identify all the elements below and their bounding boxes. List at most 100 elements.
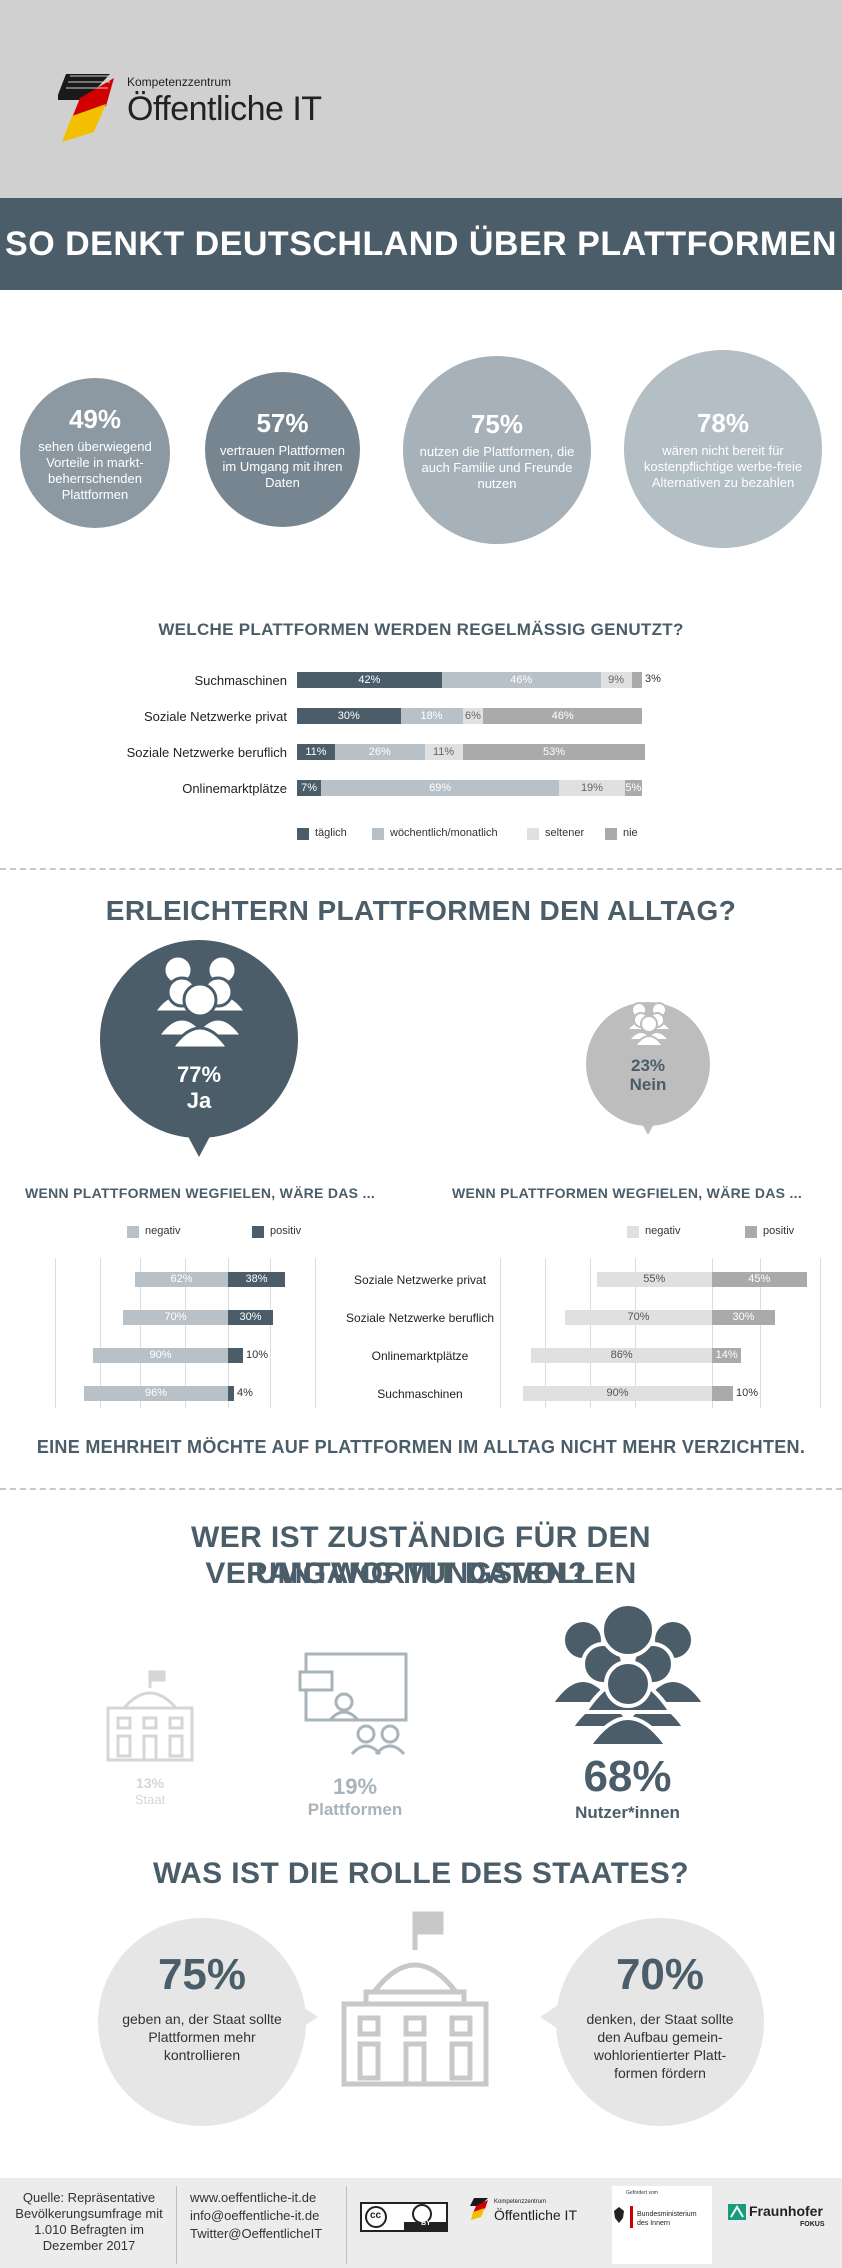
gridline xyxy=(500,1258,501,1408)
gridline xyxy=(140,1258,141,1408)
cc-by-label: BY xyxy=(421,2220,431,2227)
cc-text: cc xyxy=(370,2210,382,2221)
legend-swatch xyxy=(372,828,384,840)
no-pct: 23% xyxy=(630,1056,666,1075)
gridline xyxy=(315,1258,316,1408)
alltag-conclusion: EINE MEHRHEIT MÖCHTE AUF PLATTFORMEN IM … xyxy=(36,1437,806,1457)
yes-pct: 77% xyxy=(176,1062,222,1087)
legend-swatch xyxy=(127,1226,139,1238)
positiv-value-label: 4% xyxy=(237,1387,253,1399)
cc-license-icon xyxy=(360,2202,448,2232)
legend-label: negativ xyxy=(145,1225,181,1237)
flag-stripe xyxy=(630,2206,633,2228)
nutzer-pct: 68% xyxy=(583,1752,672,1801)
rolle-left-tail xyxy=(300,2005,318,2029)
yes-bubble-tail xyxy=(182,1125,216,1157)
header xyxy=(0,0,842,198)
logo-subtitle: Kompetenzzentrum xyxy=(127,75,232,89)
positiv-bar: 30% xyxy=(228,1310,273,1325)
stat-text: nutzen die Plattformen, die auch Familie… xyxy=(419,443,575,491)
gridline xyxy=(185,1258,186,1408)
usage-bar-segment: 30% xyxy=(297,708,401,724)
gridline xyxy=(820,1258,821,1408)
gridline xyxy=(545,1258,546,1408)
positiv-bar: 45% xyxy=(712,1272,807,1287)
stat-pct: 57% xyxy=(256,408,309,438)
stat-circle-3: 75% nutzen die Plattformen, die auch Fam… xyxy=(403,356,591,544)
logo-title: Öffentliche IT xyxy=(127,90,322,128)
usage-bar-segment xyxy=(631,672,642,688)
positiv-value-label: 10% xyxy=(246,1349,269,1361)
no-label: Nein xyxy=(629,1075,667,1094)
diverging-category-label: Soziale Netzwerke privat xyxy=(353,1273,487,1287)
usage-bar-segment: 6% xyxy=(462,708,484,724)
legend-label: positiv xyxy=(270,1225,302,1237)
legend-swatch xyxy=(297,828,309,840)
rolle-left-text: geben an, der Staat sollte Plattformen m… xyxy=(122,2011,282,2063)
rolle-left-bubble xyxy=(98,1918,306,2126)
nutzer-label: Nutzer*innen xyxy=(575,1803,680,1822)
fraunhofer-logo-icon xyxy=(728,2204,746,2220)
divider xyxy=(0,868,842,870)
legend-swatch xyxy=(527,828,539,840)
usage-bar-segment: 53% xyxy=(462,744,646,760)
stat-text: sehen überwiegend Vorteile in markt-behe… xyxy=(38,438,152,502)
government-building-icon xyxy=(341,1911,489,2087)
gridline xyxy=(712,1258,713,1408)
stat-pct: 78% xyxy=(696,407,750,438)
gridline xyxy=(100,1258,101,1408)
plattformen-label: Plattformen xyxy=(307,1800,403,1819)
alltag-title: ERLEICHTERN PLATTFORMEN DEN ALLTAG? xyxy=(105,895,737,926)
negativ-bar: 55% xyxy=(596,1272,712,1287)
rolle-right-bubble xyxy=(556,1918,764,2126)
legend-swatch xyxy=(605,828,617,840)
usage-bar-segment: 11% xyxy=(297,744,335,760)
website-link[interactable]: www.oeffentliche-it.de xyxy=(190,2190,317,2205)
usage-bar-row: 30% 18% 6% 46% xyxy=(297,708,642,724)
people-icon xyxy=(151,954,249,1050)
positiv-bar xyxy=(228,1348,243,1363)
positiv-bar xyxy=(712,1386,733,1401)
staat-pct: 13% xyxy=(135,1775,165,1791)
right-diverging-title: WENN PLATTFORMEN WEGFIELEN, WÄRE DAS ... xyxy=(452,1185,803,1201)
legend-label: nie xyxy=(623,827,638,839)
people-icon xyxy=(624,1002,674,1047)
platform-screen-icon xyxy=(298,1652,408,1756)
usage-bar-segment: 18% xyxy=(400,708,463,724)
diverging-category-label: Onlinemarktplätze xyxy=(371,1349,469,1363)
negativ-bar: 96% xyxy=(84,1386,228,1401)
positiv-bar: 30% xyxy=(712,1310,775,1325)
stat-text: vertrauen Plattformen im Umgang mit ihre… xyxy=(219,443,345,490)
email-link[interactable]: info@oeffentliche-it.de xyxy=(190,2208,320,2223)
usage-bar-segment: 19% xyxy=(559,780,625,796)
negativ-bar: 90% xyxy=(93,1348,228,1363)
negativ-bar: 70% xyxy=(565,1310,712,1325)
legend-swatch xyxy=(252,1226,264,1238)
usage-category-label: Suchmaschinen xyxy=(194,673,288,688)
plattformen-pct: 19% xyxy=(332,1774,378,1799)
usage-bar-row: 42% 46% 9% xyxy=(297,672,642,688)
legend-label: seltener xyxy=(545,827,585,839)
people-group-icon xyxy=(547,1602,709,1748)
footer-divider xyxy=(346,2186,347,2264)
legend-swatch xyxy=(627,1226,639,1238)
government-building-icon xyxy=(106,1670,194,1762)
logo-flag-icon xyxy=(58,74,114,142)
gridline xyxy=(590,1258,591,1408)
usage-bar-row: 11% 26% 11% 53% xyxy=(297,744,646,760)
logo-flag-icon xyxy=(470,2198,488,2220)
positiv-bar xyxy=(228,1386,234,1401)
stat-text: wären nicht bereit für kostenpflichtige … xyxy=(643,442,803,490)
negativ-bar: 90% xyxy=(523,1386,712,1401)
footer-logo-title: Öffentliche IT xyxy=(494,2207,578,2223)
usage-bar-segment: 69% xyxy=(321,780,560,796)
footer-logo-subtitle: Kompetenzzentrum xyxy=(494,2199,547,2205)
fraunhofer-unit: FOKUS xyxy=(800,2221,825,2228)
twitter-link[interactable]: Twitter@OeffentlicheIT xyxy=(190,2226,323,2241)
bmi-name: Bundesministerium des Innern xyxy=(637,2211,697,2227)
legend-label: wöchentlich/monatlich xyxy=(390,827,498,839)
rolle-title: WAS IST DIE ROLLE DES STAATES? xyxy=(153,1857,689,1890)
diverging-category-label: Soziale Netzwerke beruflich xyxy=(345,1311,495,1325)
source-note: Quelle: Repräsentative Bevölkerungsumfra… xyxy=(15,2190,163,2253)
yes-label: Ja xyxy=(186,1088,212,1113)
